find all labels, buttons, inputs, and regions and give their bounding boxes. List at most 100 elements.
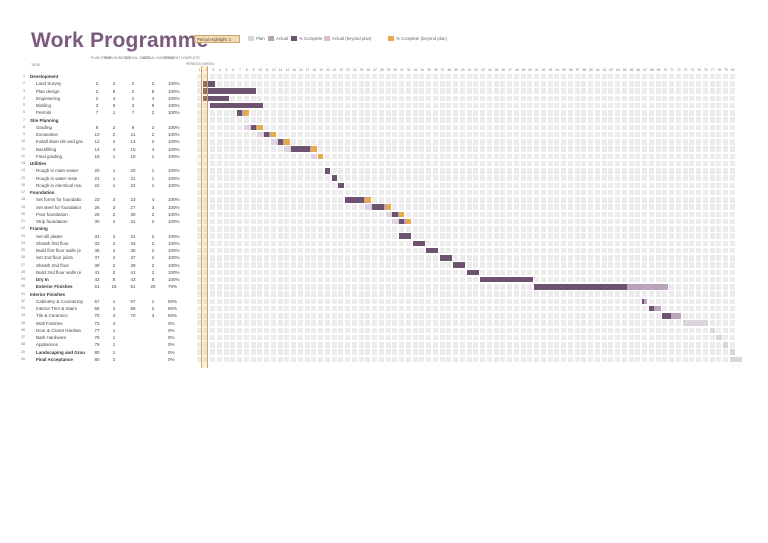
table-row[interactable]: 11 Backfilling 14 4 15 4 100% [0, 146, 768, 153]
percent-complete-cell: 100% [168, 233, 180, 239]
plan-bar [729, 349, 735, 355]
week-label: 32 [406, 67, 411, 72]
week-label: 48 [514, 67, 519, 72]
legend-swatch [291, 36, 297, 41]
table-row[interactable]: 33 Interior Trim & Stairs 68 2 68 2 50% [0, 305, 768, 312]
table-row[interactable]: 14 Rough in main sewer 20 1 20 1 100% [0, 167, 768, 174]
week-label: 63 [616, 67, 620, 72]
actual-start-cell: 27 [130, 204, 136, 210]
week-label: 8 [245, 67, 248, 72]
plan-start-cell: 80 [94, 349, 100, 355]
table-row[interactable]: 30 Exterior Finishes 51 16 51 20 70% [0, 283, 768, 290]
group-row[interactable]: 7 Site Planning [0, 117, 768, 124]
table-row[interactable]: 4 Engineering 2 4 2 4 100% [0, 95, 768, 102]
table-row[interactable]: 10 Install drain tile and gra 12 2 13 2 100% [0, 138, 768, 145]
beyond-plan-bar [257, 124, 263, 131]
task-name: Backfilling [36, 146, 57, 152]
plan-start-cell: 12 [94, 139, 100, 145]
table-row[interactable]: 36 Door & Closet Hardwa 77 1 0% [0, 327, 768, 334]
percent-complete-cell: 100% [168, 277, 180, 282]
week-label: 79 [724, 67, 728, 72]
plan-duration-cell: 3 [112, 313, 116, 319]
actual-bar [648, 305, 661, 312]
table-row[interactable]: 27 Sheath 2nd floor 39 2 39 2 100% [0, 262, 768, 269]
actual-duration-cell: 2 [151, 81, 155, 87]
table-row[interactable]: 12 Final grading 18 1 19 1 100% [0, 153, 768, 160]
table-row[interactable]: 34 Tile & Ceramics 70 3 70 3 50% [0, 312, 768, 319]
plan-duration-cell: 2 [112, 240, 116, 246]
percent-complete-cell: 100% [168, 197, 180, 203]
table-row[interactable]: 9 Excavation 10 2 11 2 100% [0, 131, 768, 138]
plan-duration-cell: 1 [112, 175, 116, 181]
legend-item: % Complete [291, 36, 322, 41]
plan-duration-cell: 3 [112, 204, 116, 210]
percent-complete-cell: 100% [168, 262, 180, 268]
task-name: Install drain tile and gra [36, 139, 83, 145]
table-row[interactable]: 18 Set forms for foundatio 23 3 23 4 100% [0, 196, 768, 203]
plan-duration-cell: 2 [112, 139, 116, 145]
row-number: 31 [21, 291, 25, 296]
task-name: Strip foundation [36, 219, 68, 224]
table-row[interactable]: 38 Appliances 79 1 0% [0, 341, 768, 348]
group-row[interactable]: 13 Utilities [0, 160, 768, 167]
table-row[interactable]: 40 Final Acceptance 80 2 0% [0, 356, 768, 363]
beyond-plan-bar [385, 204, 391, 210]
week-label: 80 [730, 67, 735, 72]
task-name: Rough in water main [36, 175, 78, 181]
actual-start-cell: 33 [130, 240, 136, 246]
percent-complete-cell: 100% [168, 95, 180, 101]
task-name: Interior Trim & Stairs [36, 306, 78, 311]
table-row[interactable]: 20 Pour foundation 29 2 30 2 100% [0, 211, 768, 218]
table-row[interactable]: 25 Build first floor walls (e 35 2 35 2 100% [0, 247, 768, 254]
period-highlight-field[interactable]: Period Highlight: 1 [194, 35, 240, 43]
plan-duration-cell: 8 [112, 277, 116, 282]
percent-complete-cell: 50% [168, 298, 178, 304]
percent-complete-cell: 50% [168, 306, 178, 311]
table-row[interactable]: 2 Land Survey 2 2 2 2 100% [0, 80, 768, 87]
group-row[interactable]: 1 Development [0, 73, 768, 80]
table-row[interactable]: 37 Bath Hardware 78 1 0% [0, 334, 768, 341]
group-row[interactable]: 17 Foundation [0, 189, 768, 196]
actual-duration-cell: 2 [151, 262, 155, 268]
beyond-plan-bar [318, 153, 324, 160]
table-row[interactable]: 28 Build 2nd floor walls (e 41 2 41 2 100% [0, 269, 768, 276]
table-row[interactable]: 3 Plan design 2 8 2 8 100% [0, 88, 768, 95]
plan-start-cell: 26 [94, 204, 100, 210]
table-row[interactable]: 29 Dry In 43 8 43 8 100% [0, 276, 768, 283]
table-row[interactable]: 26 Set 2nd floor joists 37 2 37 2 100% [0, 254, 768, 261]
table-row[interactable]: 24 Sheath first floor 33 2 33 2 100% [0, 240, 768, 247]
plan-bar [723, 342, 729, 348]
group-row[interactable]: 22 Framing [0, 225, 768, 232]
row-number: 40 [21, 356, 25, 361]
complete-bar [264, 131, 270, 138]
row-number: 3 [23, 88, 25, 93]
percent-complete-cell: 0% [168, 342, 175, 348]
complete-bar [372, 204, 384, 210]
actual-duration-cell: 4 [151, 95, 155, 101]
table-row[interactable]: 32 Cabinetry & Countertop 67 1 67 1 50% [0, 298, 768, 305]
table-row[interactable]: 6 Permits 7 1 7 2 100% [0, 109, 768, 116]
beyond-plan-bar [311, 146, 317, 152]
table-row[interactable]: 35 Wall Finishes 73 4 0% [0, 320, 768, 327]
plan-start-cell: 22 [94, 182, 100, 188]
actual-duration-cell: 2 [151, 255, 155, 261]
week-label: 36 [433, 67, 438, 72]
task-name: Excavation [36, 132, 59, 137]
table-row[interactable]: 5 Bidding 3 8 3 8 100% [0, 102, 768, 109]
plan-start-cell: 29 [94, 211, 100, 217]
actual-duration-cell: 20 [150, 284, 156, 290]
table-row[interactable]: 15 Rough in water main 21 1 21 1 100% [0, 175, 768, 182]
week-label: 37 [440, 67, 445, 72]
table-row[interactable]: 23 Set sill plates 31 2 31 2 100% [0, 233, 768, 240]
table-row[interactable]: 8 Grading 8 2 9 2 100% [0, 124, 768, 131]
table-row[interactable]: 19 Set steel for foundatior 26 3 27 3 100% [0, 204, 768, 211]
group-row[interactable]: 31 Interior Finishes [0, 291, 768, 298]
plan-start-cell: 77 [94, 327, 100, 333]
actual-duration-cell: 2 [151, 233, 155, 239]
actual-start-cell: 22 [130, 182, 136, 188]
table-row[interactable]: 16 Rough in electrical mai 22 1 22 1 100% [0, 182, 768, 189]
table-row[interactable]: 39 Landscaping and Grou 80 1 0% [0, 349, 768, 356]
table-row[interactable]: 21 Strip foundation 30 2 31 2 100% [0, 218, 768, 225]
week-label: 76 [703, 67, 708, 72]
actual-start-cell: 30 [130, 211, 136, 217]
